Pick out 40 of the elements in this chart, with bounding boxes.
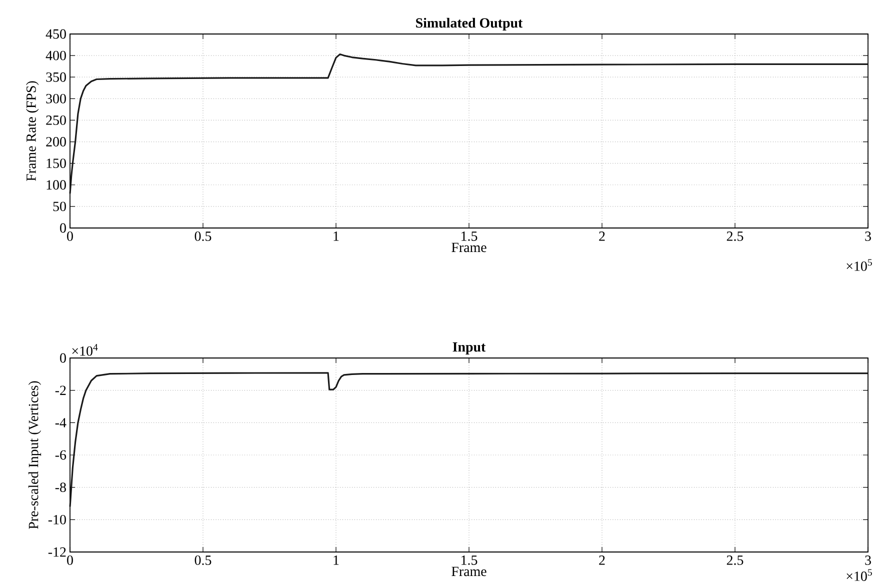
chart-title: Input bbox=[452, 342, 486, 354]
y-tick-label: 350 bbox=[46, 72, 66, 82]
x-axis-title: Frame bbox=[452, 242, 486, 252]
y-tick-label: 0 bbox=[60, 223, 66, 233]
y-tick-label: 100 bbox=[46, 180, 66, 190]
x-tick-label: 2 bbox=[599, 556, 605, 565]
y-tick-label: -2 bbox=[55, 386, 66, 395]
text: ×10$^{4}$ bbox=[72, 344, 98, 356]
y-tick-label: 450 bbox=[46, 29, 66, 39]
chart-title: Simulated Output bbox=[416, 18, 523, 30]
y-axis-title: Frame Rate (FPS) bbox=[26, 81, 39, 181]
y-tick-label: 0 bbox=[60, 353, 66, 363]
y-tick-label: 200 bbox=[46, 137, 66, 146]
y-tick-label: 250 bbox=[46, 116, 66, 125]
y-tick-label: 400 bbox=[46, 50, 66, 60]
x-tick-label: 2.5 bbox=[726, 232, 744, 241]
x-tick-label: 0 bbox=[67, 556, 73, 565]
y-tick-label: -12 bbox=[48, 547, 66, 557]
y-tick-label: 50 bbox=[53, 202, 66, 212]
x-tick-label: 0.5 bbox=[194, 556, 212, 565]
x-tick-label: 1.5 bbox=[462, 556, 478, 565]
x-tick-label: 3 bbox=[865, 556, 871, 565]
y-tick-label: 300 bbox=[46, 94, 66, 104]
x-tick-label: 2 bbox=[599, 232, 605, 241]
text: ×10$^{5}$ bbox=[846, 259, 872, 271]
x-tick-label: 2.5 bbox=[726, 556, 744, 565]
x-tick-label: 0.5 bbox=[194, 232, 212, 241]
y-tick-label: -8 bbox=[55, 482, 66, 492]
text: ×10$^{5}$ bbox=[846, 569, 872, 581]
x-tick-label: 0 bbox=[67, 232, 73, 241]
y-axis-title: Pre-scaled Input (Vertices) bbox=[28, 381, 42, 529]
y-tick-label: 150 bbox=[46, 158, 66, 168]
x-tick-label: 1 bbox=[334, 232, 339, 241]
y-tick-label: -6 bbox=[55, 450, 66, 460]
x-tick-label: 1 bbox=[334, 556, 339, 565]
x-tick-label: 1.5 bbox=[462, 232, 478, 241]
y-tick-label: -10 bbox=[48, 514, 66, 524]
x-tick-label: 3 bbox=[865, 232, 871, 241]
y-tick-label: -4 bbox=[55, 418, 66, 428]
x-axis-title: Frame bbox=[452, 566, 486, 576]
